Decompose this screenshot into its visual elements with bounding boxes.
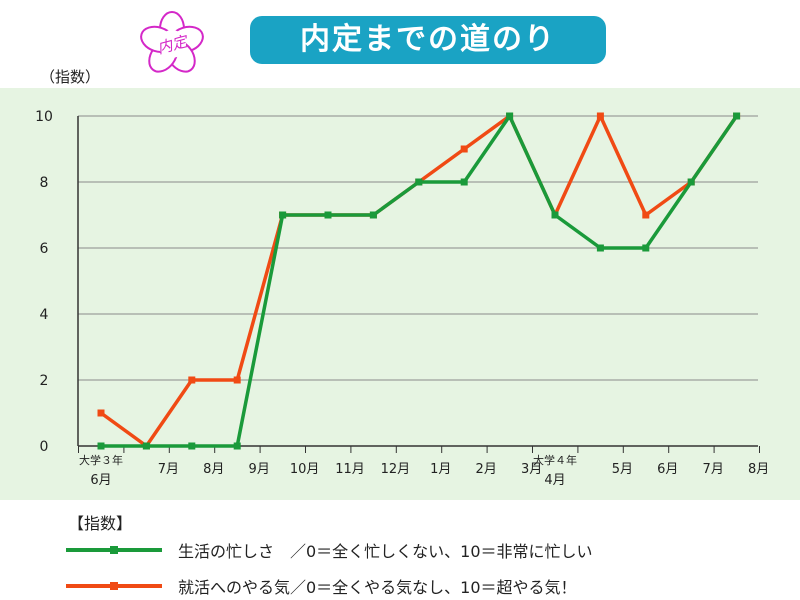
data-point [506,112,514,120]
chart-background [0,88,800,500]
x-tick-label: 11月 [335,462,365,477]
legend-swatch-motivation [66,582,162,590]
x-tick-label: 1月 [430,462,451,477]
legend-item-busyness: 生活の忙しさ ／0＝全く忙しくない、10＝非常に忙しい [178,542,593,561]
data-point [460,178,468,186]
data-point [233,376,241,384]
legend-item-motivation: 就活へのやる気／0＝全くやる気なし、10＝超やる気！ [178,578,577,597]
x-tick-label: 3月 [521,462,542,477]
x-tick-label-year: 大学４年 [533,453,577,467]
data-point [551,211,559,219]
data-point [596,112,604,120]
series-layer [97,112,741,450]
legend-swatch-busyness [66,546,162,554]
y-tick-label: 8 [40,175,49,191]
data-point [142,442,150,450]
y-tick-label: 4 [40,307,49,323]
x-tick-label: 6月 [90,473,111,488]
data-point [324,211,332,219]
legend-title: 【指数】 [68,514,133,533]
y-tick-label: 10 [35,109,53,125]
data-point [233,442,241,450]
sakura-center [158,30,186,58]
x-tick-label: 12月 [381,462,411,477]
y-tick-label: 2 [40,373,49,389]
y-tick-label: 6 [40,241,49,257]
x-tick-label: 8月 [748,462,769,477]
x-tick-label: 4月 [544,473,565,488]
data-point [460,145,468,153]
y-axis-unit-label: （指数） [40,68,101,86]
data-point [733,112,741,120]
data-point [279,211,287,219]
x-tick-label: 7月 [703,462,724,477]
x-tick-label: 2月 [476,462,497,477]
data-point [415,178,423,186]
data-point [188,442,196,450]
page-title: 内定までの道のり [300,22,556,57]
data-point [642,244,650,252]
title-banner [250,16,606,64]
data-point [188,376,196,384]
data-point [97,409,105,417]
x-tick-label: 6月 [657,462,678,477]
data-point [596,244,604,252]
data-point [687,178,695,186]
x-tick-label: 8月 [203,462,224,477]
data-point [642,211,650,219]
x-tick-label-year: 大学３年 [79,453,123,467]
x-tick-label: 7月 [158,462,179,477]
data-point [97,442,105,450]
x-tick-label: 10月 [290,462,320,477]
x-tick-label: 5月 [612,462,633,477]
data-point [369,211,377,219]
sakura-icon: 内定 [140,11,204,73]
x-tick-label: 9月 [249,462,270,477]
y-tick-label: 0 [40,439,49,455]
